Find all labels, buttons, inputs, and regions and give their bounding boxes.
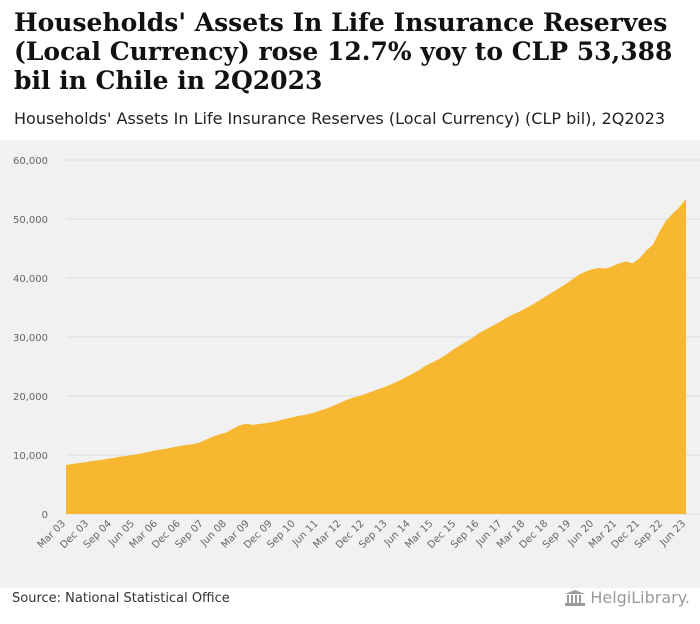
y-tick-label: 50,000 bbox=[13, 215, 48, 226]
library-building-icon bbox=[565, 589, 586, 606]
area-chart: 010,00020,00030,00040,00050,00060,000Mar… bbox=[13, 156, 700, 551]
y-tick-label: 40,000 bbox=[13, 274, 48, 285]
chart-title: Households' Assets In Life Insurance Res… bbox=[14, 8, 673, 95]
chart-subtitle: Households' Assets In Life Insurance Res… bbox=[14, 109, 666, 128]
logo-text: HelgiLibrary. bbox=[590, 588, 690, 607]
series-area bbox=[66, 199, 686, 514]
helgi-library-logo[interactable]: HelgiLibrary. bbox=[564, 588, 690, 607]
source-note: Source: National Statistical Office bbox=[12, 591, 230, 606]
chart-area: 0 10,000 20,000 30,000 40,000 50,000 60,000 Mar… bbox=[0, 140, 700, 588]
y-tick-label: 20,000 bbox=[13, 392, 48, 403]
y-tick-label: 0 bbox=[42, 510, 48, 521]
y-tick-label: 30,000 bbox=[13, 333, 48, 344]
y-tick-label: 60,000 bbox=[13, 156, 48, 167]
y-tick-label: 10,000 bbox=[13, 451, 48, 462]
